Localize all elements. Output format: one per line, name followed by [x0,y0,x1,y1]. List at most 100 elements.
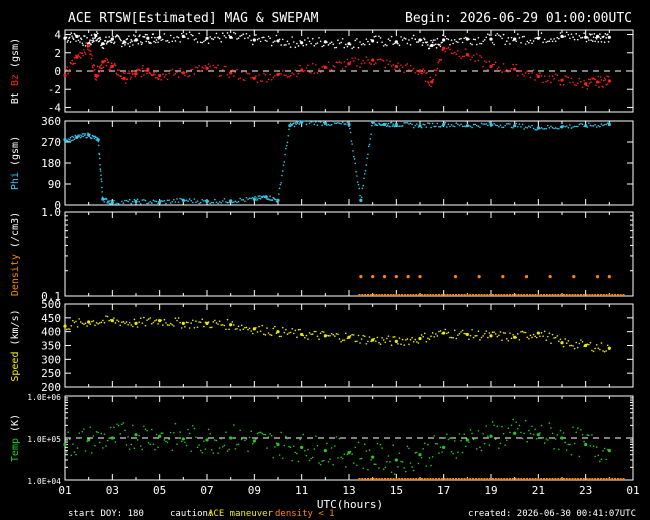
data-scatter-temp [534,428,536,431]
data-scatter-temp [185,444,188,447]
data-scatter-bz [73,56,76,59]
data-scatter-speed [188,327,191,329]
data-scatter-bt [72,37,74,39]
density-warning-mark [622,294,625,296]
data-scatter-speed [311,333,314,335]
data-scatter-bz [390,65,393,67]
data-scatter-speed [297,328,300,331]
data-scatter-bt [423,38,426,41]
data-scatter-bz [382,60,385,62]
data-point-speed [252,327,256,331]
data-point-temp [584,442,588,447]
data-scatter-bz [304,69,306,72]
data-scatter-temp [318,462,320,464]
data-scatter-temp [264,433,267,436]
data-scatter-bt [157,41,159,43]
data-scatter-phi [349,131,352,134]
data-scatter-speed [518,338,521,341]
data-scatter-bz [281,70,284,72]
data-scatter-temp [259,431,262,434]
data-scatter-speed [144,324,147,327]
data-scatter-bz [237,78,240,80]
data-scatter-bz [505,69,508,71]
data-scatter-phi [231,201,234,204]
data-scatter-temp [464,445,467,448]
density-warning-mark [392,294,395,296]
data-scatter-bt [231,37,234,39]
density-warning-mark [406,478,409,480]
data-scatter-bt [69,41,72,43]
maneuver-note: ACE maneuver [208,509,274,519]
data-scatter-bz [327,61,330,64]
data-scatter-bz [154,73,156,76]
data-scatter-temp [256,432,259,435]
data-scatter-temp [573,442,576,445]
data-scatter-temp [192,424,194,427]
y-tick-label-density: 1.0 [41,206,61,219]
data-scatter-phi [163,199,166,202]
data-scatter-bz [98,66,101,69]
data-scatter-temp [225,431,227,433]
data-scatter-bt [521,36,524,38]
data-scatter-bz [269,73,271,76]
density-warning-mark [557,294,560,296]
density-warning-mark [503,478,506,480]
x-tick-label: 17 [437,484,450,497]
data-point-temp [371,455,375,459]
data-scatter-bz [106,59,109,61]
data-scatter-phi [225,201,227,203]
data-scatter-bz [400,64,402,66]
data-scatter-bz [463,55,465,58]
data-scatter-temp [239,429,241,432]
data-scatter-phi [281,170,284,172]
data-scatter-phi [215,201,218,204]
data-scatter-speed [452,337,454,339]
data-scatter-speed [479,339,481,341]
data-scatter-bz [264,73,267,76]
data-scatter-bt [408,39,410,41]
data-scatter-temp [210,448,213,451]
data-scatter-phi [174,201,177,203]
density-warning-mark [384,478,387,480]
density-warning-mark [508,478,511,480]
data-scatter-temp [389,461,391,463]
density-warning-mark [406,294,409,296]
data-scatter-bz [95,76,98,79]
data-scatter-phi [295,123,297,126]
data-scatter-phi [364,169,367,172]
data-scatter-bz [521,73,524,76]
data-scatter-speed [217,323,219,325]
data-scatter-temp [488,444,491,446]
data-scatter-temp [526,440,529,443]
data-scatter-phi [346,121,349,124]
data-scatter-speed [100,321,103,324]
data-point-speed [347,335,351,339]
data-scatter-bz [432,78,435,81]
data-scatter-speed [378,341,380,344]
data-scatter-phi [99,170,102,172]
panel-frame-temp [64,395,634,481]
data-scatter-phi [367,145,370,148]
data-scatter-temp [91,452,93,454]
data-scatter-bt [434,39,436,41]
data-scatter-temp [121,423,123,426]
data-point-temp [418,453,422,457]
data-scatter-bt [384,43,387,46]
data-scatter-temp [414,452,417,454]
data-point-bz [134,72,138,76]
data-scatter-phi [80,135,83,137]
data-scatter-phi [499,124,502,127]
data-scatter-bz [93,64,96,67]
data-scatter-bt [468,38,470,41]
data-scatter-temp [226,450,229,452]
data-scatter-bt [310,42,312,45]
data-scatter-temp [171,449,174,451]
data-scatter-bz [116,73,118,76]
data-scatter-bt [289,46,292,48]
data-point-phi [134,199,138,204]
data-scatter-bt [204,39,207,42]
data-scatter-bt [247,37,249,39]
data-scatter-bz [368,62,371,64]
data-scatter-bt [446,37,448,40]
data-scatter-bt [185,33,188,35]
